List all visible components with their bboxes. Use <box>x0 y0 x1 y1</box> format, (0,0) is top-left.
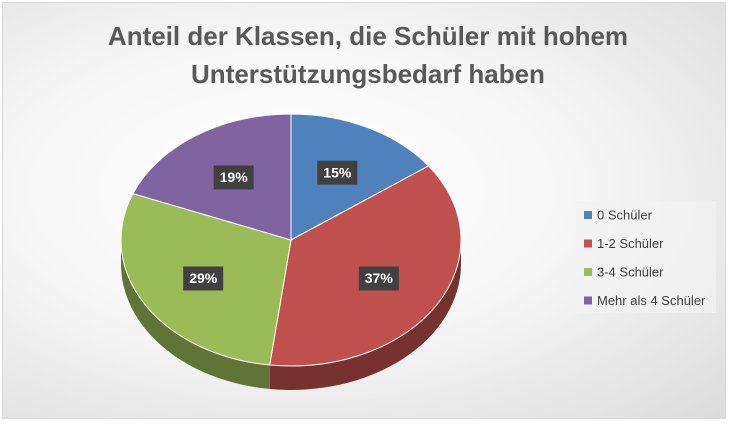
legend-label: Mehr als 4 Schüler <box>597 293 706 308</box>
legend-label: 3-4 Schüler <box>597 264 664 279</box>
data-label-box <box>213 165 254 190</box>
legend-swatch <box>584 239 592 248</box>
slice <box>132 113 292 241</box>
chart: 15% 37% 29% 19% 0 Schüler 1-2 Schüler 3-4 Schü… <box>120 113 716 390</box>
slice <box>290 113 430 241</box>
data-label-box <box>358 266 399 291</box>
legend-swatch <box>584 268 592 276</box>
chart-area: 15% 37% 29% 19% 0 Schüler 1-2 Schüler 3-4 Schü… <box>2 2 726 419</box>
legend-label: 0 Schüler <box>597 207 653 222</box>
data-label-box <box>317 160 358 185</box>
slice-side <box>121 240 270 390</box>
legend-swatch <box>584 211 592 219</box>
legend-swatch <box>584 296 592 305</box>
chart-title: Anteil der Klassen, die Schüler mit hohe… <box>107 21 629 89</box>
slice <box>269 165 462 367</box>
data-label: 19% <box>220 169 249 185</box>
legend-label: 1-2 Schüler <box>597 236 664 251</box>
data-label: 15% <box>323 164 352 180</box>
data-label: 29% <box>189 270 218 286</box>
data-label-box <box>183 266 224 291</box>
data-label: 37% <box>365 270 394 286</box>
legend-box <box>576 201 716 313</box>
slice-side <box>269 240 461 390</box>
